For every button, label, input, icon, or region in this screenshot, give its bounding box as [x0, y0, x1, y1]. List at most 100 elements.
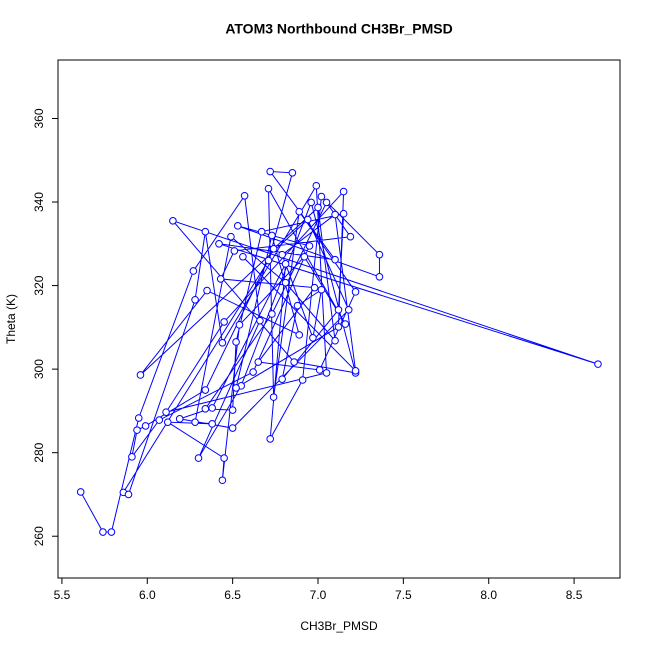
data-point	[331, 210, 339, 219]
x-tick-label: 8.0	[480, 588, 497, 602]
chart-title: ATOM3 Northbound CH3Br_PMSD	[225, 21, 452, 37]
data-point	[331, 255, 339, 264]
data-point	[230, 247, 239, 255]
data-point	[266, 167, 275, 176]
data-point	[136, 371, 145, 379]
data-point	[220, 318, 228, 326]
plot-frame	[57, 59, 621, 579]
data-point	[175, 415, 184, 423]
x-tick-label: 6.5	[224, 588, 241, 602]
data-point	[257, 227, 266, 236]
data-point	[228, 424, 237, 432]
y-tick-label: 360	[32, 108, 46, 128]
data-point	[264, 184, 273, 193]
data-point	[194, 454, 203, 462]
x-tick-label: 5.5	[54, 588, 71, 602]
data-point	[341, 320, 350, 328]
data-point	[266, 435, 275, 443]
data-point	[254, 358, 263, 366]
data-point	[233, 222, 242, 230]
data-point	[346, 232, 355, 241]
data-point	[344, 306, 353, 314]
x-tick-label: 6.0	[139, 588, 156, 602]
data-point	[303, 215, 312, 224]
y-tick-label: 260	[32, 526, 46, 546]
y-tick-label: 280	[32, 442, 46, 462]
data-point	[300, 252, 309, 261]
data-point	[375, 250, 384, 259]
data-point	[218, 339, 227, 347]
data-point	[203, 286, 211, 295]
x-axis-label: CH3Br_PMSD	[300, 619, 378, 633]
data-point	[264, 256, 273, 265]
data-point	[249, 368, 257, 376]
data-point	[322, 369, 331, 377]
data-point	[162, 408, 170, 416]
data-point	[298, 376, 307, 384]
data-point	[189, 267, 198, 275]
data-point	[215, 240, 223, 248]
data-point	[208, 420, 216, 428]
data-point	[218, 476, 227, 485]
data-point	[124, 490, 133, 499]
data-point	[134, 414, 143, 422]
data-point	[293, 301, 302, 310]
data-point	[322, 198, 331, 207]
data-point	[339, 187, 348, 196]
data-point	[235, 321, 244, 329]
data-point	[228, 406, 237, 414]
data-point	[163, 418, 172, 426]
data-point	[295, 207, 304, 216]
data-point	[240, 191, 249, 200]
data-point	[305, 242, 314, 250]
data-point	[310, 283, 319, 292]
data-point	[191, 418, 199, 426]
data-point	[76, 488, 85, 496]
data-point	[220, 454, 228, 462]
data-point	[201, 227, 210, 236]
data-point	[312, 181, 321, 190]
data-point	[269, 393, 278, 401]
x-tick-label: 7.0	[310, 588, 327, 602]
data-point	[281, 260, 290, 268]
data-point	[128, 453, 136, 461]
data-point	[141, 422, 150, 430]
data-point	[331, 336, 339, 345]
data-point	[201, 386, 210, 394]
data-point	[314, 203, 322, 212]
data-point	[269, 245, 278, 253]
data-point	[227, 232, 235, 241]
data-point	[232, 338, 240, 346]
data-point	[169, 217, 177, 225]
data-point	[268, 310, 276, 318]
data-point	[281, 278, 290, 287]
data-point	[278, 250, 286, 259]
data-point	[334, 306, 343, 314]
y-tick-label: 320	[32, 275, 46, 295]
data-point	[201, 405, 210, 413]
data-point	[317, 285, 326, 294]
y-tick-label: 300	[32, 359, 46, 379]
data-point	[155, 416, 164, 424]
data-point	[107, 528, 116, 536]
data-point	[351, 288, 360, 296]
data-point	[375, 273, 384, 281]
y-tick-label: 340	[32, 192, 46, 212]
data-point	[232, 384, 240, 392]
data-point	[288, 168, 297, 177]
y-axis-label: Theta (K)	[4, 294, 18, 344]
data-point	[295, 331, 304, 339]
data-point	[309, 333, 317, 342]
data-point	[268, 231, 276, 240]
data-point	[278, 375, 286, 383]
data-point	[99, 528, 107, 536]
data-point	[307, 198, 315, 207]
data-point	[133, 426, 141, 434]
data-point	[239, 252, 247, 261]
data-point	[334, 323, 343, 331]
data-point	[594, 360, 602, 368]
data-point	[256, 316, 264, 325]
data-point	[208, 404, 216, 412]
